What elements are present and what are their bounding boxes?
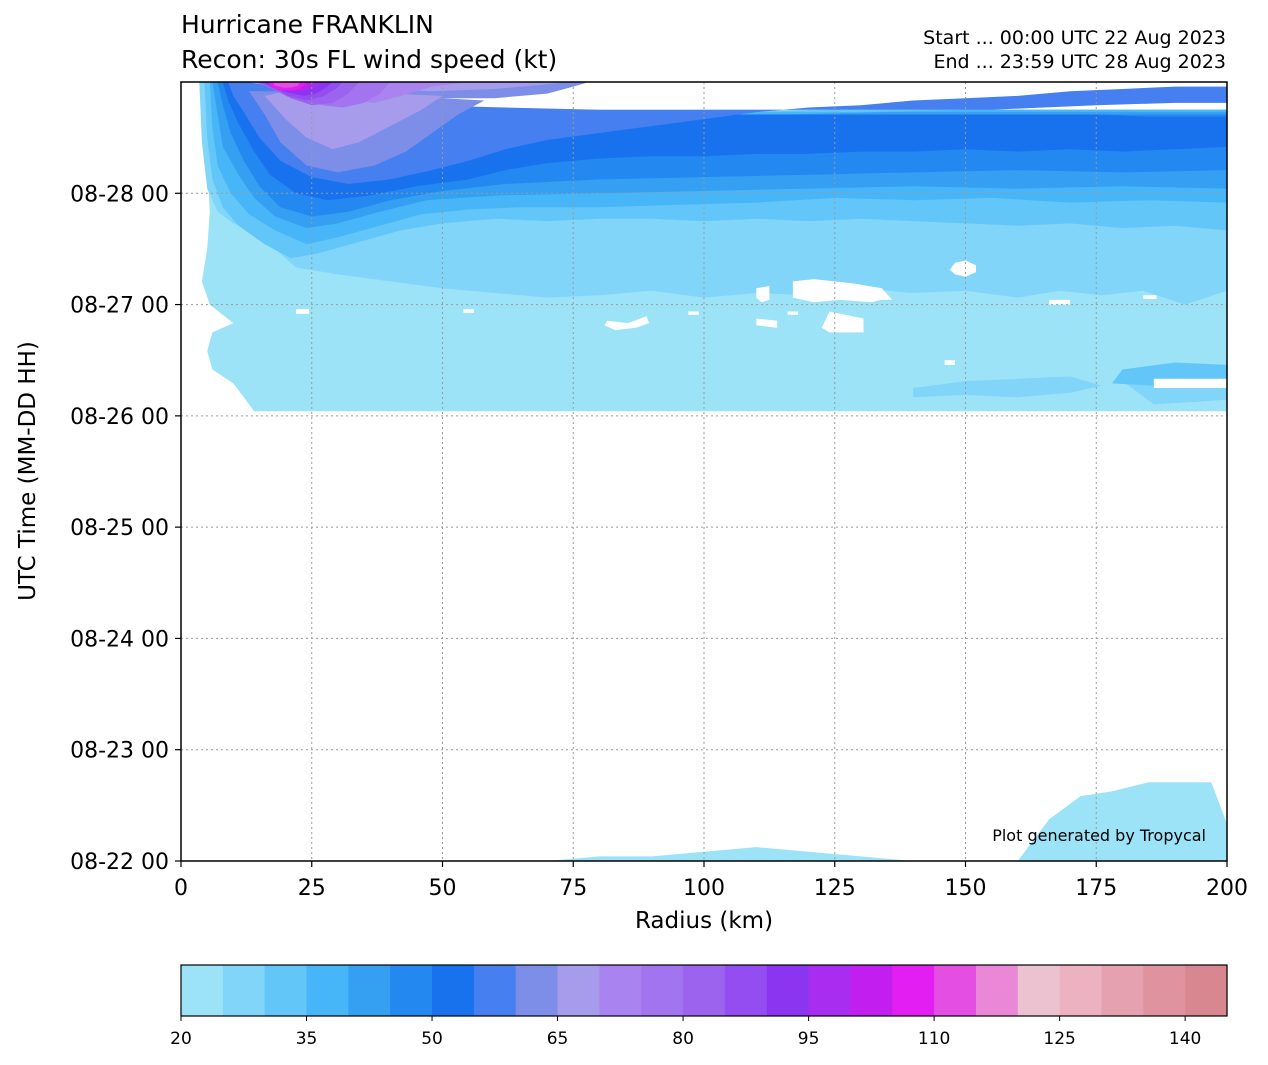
no-data-patch-1 <box>949 260 976 277</box>
y-tick-label-08-27-00: 08-27 00 <box>70 294 169 319</box>
no-data-patch-4 <box>821 311 864 333</box>
time-span-start: Start ... 00:00 UTC 22 Aug 2023 <box>923 27 1226 49</box>
colorbar-swatch-50 <box>432 965 475 1016</box>
colorbar-swatch-115 <box>975 965 1019 1016</box>
colorbar-tick-label-80: 80 <box>672 1029 694 1049</box>
contour-bands <box>199 82 1227 861</box>
contour-band-55kt <box>228 82 1227 184</box>
colorbar-swatch-70 <box>599 965 642 1016</box>
no-data-patch-8 <box>1153 378 1227 388</box>
colorbar: 20 35 50 65 80 95 110 125 140 <box>170 964 1228 1049</box>
colorbar-swatch-25 <box>222 965 266 1016</box>
no-data-patch-10 <box>463 309 474 313</box>
colorbar-swatch-135 <box>1143 965 1186 1016</box>
colorbar-swatch-80 <box>683 965 726 1016</box>
x-tick-label-200: 200 <box>1206 876 1248 901</box>
colorbar-swatch-45 <box>390 965 433 1016</box>
colorbar-swatch-110 <box>934 965 977 1016</box>
y-tick-label-08-25-00: 08-25 00 <box>70 516 169 541</box>
y-tick-label-08-22-00: 08-22 00 <box>70 850 169 875</box>
x-tick-label-50: 50 <box>429 876 457 901</box>
colorbar-swatch-35 <box>306 965 349 1016</box>
colorbar-tick-label-35: 35 <box>296 1029 318 1049</box>
colorbar-swatch-125 <box>1059 965 1103 1016</box>
colorbar-swatch-100 <box>850 965 893 1016</box>
x-tick-label-125: 125 <box>814 876 856 901</box>
colorbar-swatch-85 <box>724 965 768 1016</box>
colorbar-tick-label-20: 20 <box>170 1029 192 1049</box>
credit-text: Plot generated by Tropycal <box>992 826 1206 845</box>
no-data-patch-12 <box>787 311 799 315</box>
colorbar-tick-label-65: 65 <box>547 1029 569 1049</box>
no-data-patches <box>296 260 1227 388</box>
no-data-patch-2 <box>792 279 890 303</box>
colorbar-swatch-60 <box>515 965 559 1016</box>
colorbar-swatch-30 <box>264 965 308 1016</box>
colorbar-tick-label-125: 125 <box>1043 1029 1075 1049</box>
colorbar-swatch-40 <box>348 965 391 1016</box>
colorbar-tick-label-95: 95 <box>798 1029 820 1049</box>
x-tick-label-75: 75 <box>559 876 587 901</box>
x-tick-label-175: 175 <box>1075 876 1117 901</box>
x-tick-label-25: 25 <box>298 876 326 901</box>
colorbar-swatch-140 <box>1185 965 1228 1016</box>
colorbar-tick-label-110: 110 <box>918 1029 950 1049</box>
x-tick-label-150: 150 <box>945 876 987 901</box>
colorbar-swatch-20 <box>181 965 224 1016</box>
contour-band-110kt <box>272 82 301 88</box>
no-data-patch-13 <box>1143 295 1157 299</box>
y-axis-ticks: 08-22 00 08-23 00 08-24 00 08-25 00 08-26 00… <box>70 182 181 875</box>
no-data-patch-3 <box>756 286 770 303</box>
colorbar-swatch-65 <box>557 965 600 1016</box>
gridlines <box>181 82 1227 861</box>
no-data-patch-14 <box>944 360 955 365</box>
no-data-patch-9 <box>296 309 310 314</box>
y-tick-label-08-26-00: 08-26 00 <box>70 405 169 430</box>
x-axis-label: Radius (km) <box>635 908 773 934</box>
y-tick-label-08-23-00: 08-23 00 <box>70 739 169 764</box>
x-axis-ticks: 0 25 50 75 100 125 150 175 200 <box>174 861 1248 901</box>
no-data-patch-6 <box>756 318 778 328</box>
no-data-patch-11 <box>688 311 699 315</box>
colorbar-tick-label-140: 140 <box>1169 1029 1201 1049</box>
colorbar-swatch-95 <box>808 965 852 1016</box>
chart-title-line-2: Recon: 30s FL wind speed (kt) <box>181 45 557 74</box>
y-tick-label-08-28-00: 08-28 00 <box>70 182 169 207</box>
colorbar-tick-label-50: 50 <box>421 1029 443 1049</box>
x-tick-label-100: 100 <box>683 876 725 901</box>
colorbar-swatch-120 <box>1017 965 1061 1016</box>
y-tick-label-08-24-00: 08-24 00 <box>70 627 169 652</box>
y-axis-label: UTC Time (MM-DD HH) <box>15 341 41 601</box>
colorbar-swatch-55 <box>473 965 517 1016</box>
colorbar-swatch-75 <box>641 965 684 1016</box>
colorbar-swatch-90 <box>766 965 810 1016</box>
x-tick-label-0: 0 <box>174 876 188 901</box>
no-data-patch-7 <box>1049 299 1071 305</box>
colorbar-swatch-105 <box>892 965 935 1016</box>
chart-title-line-1: Hurricane FRANKLIN <box>181 10 434 39</box>
time-span-end: End ... 23:59 UTC 28 Aug 2023 <box>933 51 1226 73</box>
colorbar-frame <box>180 964 1228 1017</box>
no-data-patch-5 <box>604 316 650 331</box>
colorbar-swatch-130 <box>1101 965 1144 1016</box>
